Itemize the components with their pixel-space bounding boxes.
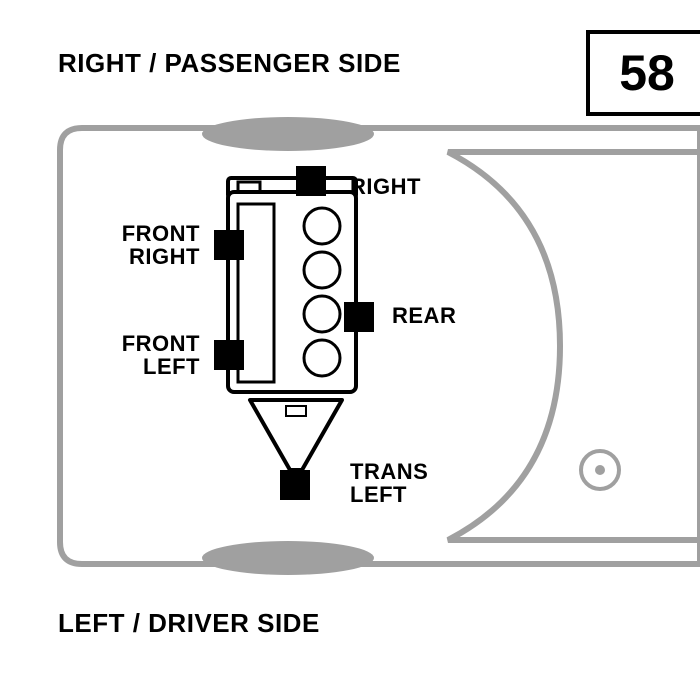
mount-label-front-right: FRONTRIGHT — [122, 222, 200, 268]
mount-marker-trans-left — [280, 470, 310, 500]
transmission-housing — [250, 400, 342, 470]
mount-marker-front-right — [214, 230, 244, 260]
mount-marker-right — [296, 166, 326, 196]
cylinder-2-icon — [304, 252, 340, 288]
mount-label-trans-left: TRANSLEFT — [350, 460, 428, 506]
steering-hub-icon — [595, 465, 605, 475]
cylinder-4-icon — [304, 340, 340, 376]
mount-marker-rear — [344, 302, 374, 332]
page-number-text: 58 — [619, 45, 675, 101]
cylinder-3-icon — [304, 296, 340, 332]
windshield-outline — [448, 152, 700, 540]
mount-label-right: RIGHT — [350, 175, 421, 198]
mount-label-rear: REAR — [392, 304, 456, 327]
page-number-box: 58 — [586, 30, 700, 116]
seat-bottom — [202, 541, 374, 575]
mount-marker-front-left — [214, 340, 244, 370]
cylinder-1-icon — [304, 208, 340, 244]
seat-top — [202, 117, 374, 151]
header-passenger-side: RIGHT / PASSENGER SIDE — [58, 48, 401, 79]
diagram-canvas: RIGHT / PASSENGER SIDE LEFT / DRIVER SID… — [0, 0, 700, 700]
header-driver-side: LEFT / DRIVER SIDE — [58, 608, 320, 639]
mount-label-front-left: FRONTLEFT — [122, 332, 200, 378]
